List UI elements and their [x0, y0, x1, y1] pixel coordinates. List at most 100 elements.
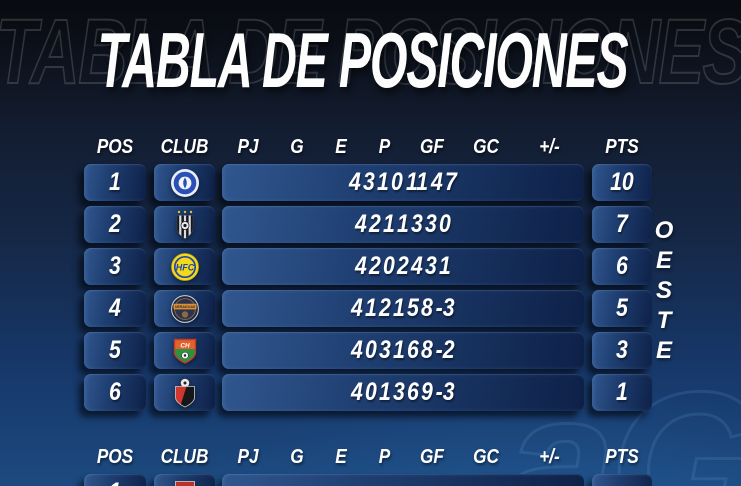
group-label-oeste: O E S T E — [652, 218, 676, 364]
pts-value: 6 — [616, 252, 628, 280]
pts-cell: 6 — [592, 248, 652, 285]
p-value: 0 — [391, 168, 403, 196]
p-value: 2 — [397, 252, 409, 280]
col-header-pos: POS — [96, 135, 134, 158]
col-header-pts: PTS — [605, 445, 639, 468]
dif-value: -2 — [435, 336, 455, 364]
col-header-p: P — [378, 135, 391, 158]
corner-watermark-glyphs: aG — [503, 350, 741, 486]
stats-cell-group: 4 2 1 1 3 3 0 — [222, 206, 584, 243]
stats-cell-group: 4 0 3 1 6 8 -2 — [222, 332, 584, 369]
col-header-pj: PJ — [237, 445, 259, 468]
table-row: 5 CH 4 0 3 1 6 8 -2 — [84, 332, 652, 369]
table-row: 6 4 0 1 3 6 9 -3 1 — [84, 374, 652, 411]
pos-cell: 1 — [84, 474, 146, 486]
pos-value: 5 — [109, 336, 121, 364]
standings-table-second: POS CLUB PJ G E P GF GC +/- PTS 1 — [84, 442, 652, 486]
col-header-e: E — [335, 445, 347, 468]
blue-white-circle-crest-icon — [170, 168, 199, 197]
pos-cell: 3 — [84, 248, 146, 285]
pts-cell: 7 — [592, 206, 652, 243]
e-value: 2 — [379, 294, 391, 322]
club-cell — [154, 164, 215, 201]
red-black-shield-crest-ball-icon — [174, 377, 195, 407]
pj-value: 4 — [355, 252, 368, 280]
col-header-g: G — [290, 445, 304, 468]
pos-cell: 2 — [84, 206, 146, 243]
dif-value: -3 — [435, 378, 455, 406]
pj-value: 4 — [355, 210, 368, 238]
g-value: 0 — [365, 378, 377, 406]
gc-value: 9 — [420, 378, 433, 406]
gf-value: 3 — [410, 210, 423, 238]
title-echo-outline: TABLA DE POSICIONES — [0, 1, 741, 103]
p-value: 1 — [392, 294, 405, 322]
pts-value: 3 — [616, 336, 628, 364]
g-value: 3 — [363, 168, 376, 196]
gf-value: 4 — [410, 252, 423, 280]
club-cell: HFC — [154, 248, 215, 285]
pos-value: 1 — [109, 168, 121, 196]
title-zone: TABLA DE POSICIONES TABLA DE POSICIONES — [0, 0, 741, 132]
group-letter: S — [655, 276, 672, 304]
stats-cell-group: 4 0 1 3 6 9 -3 — [222, 374, 584, 411]
standings-table-oeste: POS CLUB PJ G E P GF GC +/- PTS 1 — [84, 132, 652, 416]
p-value: 3 — [392, 378, 405, 406]
col-header-p: P — [378, 445, 391, 468]
yellow-circle-crest-hfc-icon: HFC — [170, 252, 199, 281]
col-header-stats-group: PJ G E P GF GC +/- — [222, 442, 584, 472]
black-white-striped-shield-crest-gold-stars-icon — [176, 210, 193, 239]
col-header-pos: POS — [96, 445, 134, 468]
pts-cell: 5 — [592, 290, 652, 327]
table-row: 1 4 3 1 0 11 4 7 10 — [84, 164, 652, 201]
dif-value: -3 — [435, 294, 455, 322]
gf-value: 5 — [406, 294, 419, 322]
pos-cell: 4 — [84, 290, 146, 327]
table-row: 2 — [84, 206, 652, 243]
group-letter: E — [655, 336, 672, 364]
e-value: 0 — [383, 252, 396, 280]
page-title: TABLA DE POSICIONES — [96, 16, 628, 104]
e-value: 3 — [379, 336, 391, 364]
gc-value: 8 — [420, 336, 433, 364]
pj-value: 4 — [351, 378, 364, 406]
dif-value: 1 — [438, 252, 451, 280]
crest-text: HFC — [175, 262, 194, 272]
stats-cell-group — [222, 474, 584, 486]
orange-green-shield-crest-ch-icon: CH — [173, 338, 196, 364]
gf-value: 11 — [405, 168, 428, 196]
club-cell — [154, 206, 215, 243]
pj-value: 4 — [351, 294, 364, 322]
e-value: 1 — [377, 168, 389, 196]
pos-value: 6 — [109, 378, 121, 406]
p-value: 1 — [397, 210, 409, 238]
dif-value: 7 — [444, 168, 457, 196]
group-letter: T — [656, 306, 672, 334]
g-value: 1 — [365, 294, 377, 322]
col-header-stats-group: PJ G E P GF GC +/- — [222, 132, 584, 162]
gc-value: 3 — [424, 252, 437, 280]
table-header-row: POS CLUB PJ G E P GF GC +/- PTS — [84, 442, 652, 472]
club-cell — [154, 474, 215, 486]
pos-value: 3 — [109, 252, 121, 280]
club-cell: VERAGUAS — [154, 290, 215, 327]
club-cell — [154, 374, 215, 411]
stats-cell-group: 4 3 1 0 11 4 7 — [222, 164, 584, 201]
crest-text: VERAGUAS — [174, 305, 195, 309]
club-cell: CH — [154, 332, 215, 369]
col-header-gc: GC — [473, 445, 499, 468]
gc-value: 3 — [424, 210, 437, 238]
pj-value: 4 — [351, 336, 364, 364]
gc-value: 8 — [420, 294, 433, 322]
crest-text: CH — [180, 342, 190, 349]
pts-cell: 3 — [592, 332, 652, 369]
pts-value: 7 — [616, 210, 628, 238]
col-header-gf: GF — [420, 135, 444, 158]
col-header-dif: +/- — [539, 135, 560, 158]
table-row: 3 HFC 4 2 0 2 4 3 1 6 — [84, 248, 652, 285]
g-value: 0 — [365, 336, 377, 364]
pos-value: 2 — [109, 210, 121, 238]
gf-value: 6 — [406, 378, 419, 406]
g-value: 2 — [369, 252, 382, 280]
col-header-dif: +/- — [539, 445, 560, 468]
